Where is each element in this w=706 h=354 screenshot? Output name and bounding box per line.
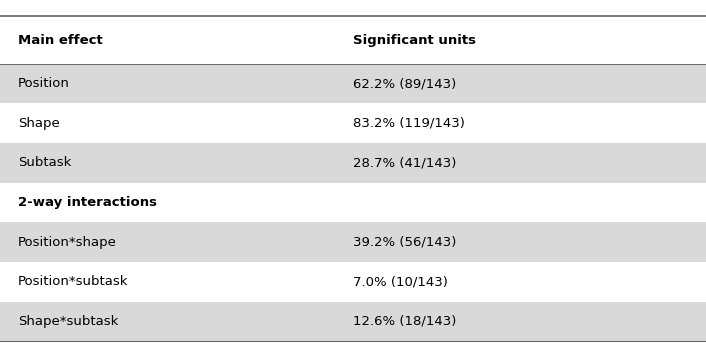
Bar	[0, 222, 706, 262]
Text: Shape*subtask: Shape*subtask	[18, 315, 118, 328]
Text: 62.2% (89/143): 62.2% (89/143)	[353, 77, 456, 90]
Bar	[0, 302, 706, 341]
Text: Shape: Shape	[18, 117, 59, 130]
Text: 2-way interactions: 2-way interactions	[18, 196, 157, 209]
Text: 83.2% (119/143): 83.2% (119/143)	[353, 117, 465, 130]
Text: Significant units: Significant units	[353, 34, 476, 47]
Text: Main effect: Main effect	[18, 34, 102, 47]
Text: 12.6% (18/143): 12.6% (18/143)	[353, 315, 456, 328]
Text: Position: Position	[18, 77, 69, 90]
Bar	[0, 143, 706, 183]
Text: Position*shape: Position*shape	[18, 236, 116, 249]
Text: 7.0% (10/143): 7.0% (10/143)	[353, 275, 448, 288]
Bar	[0, 64, 706, 103]
Text: 28.7% (41/143): 28.7% (41/143)	[353, 156, 456, 169]
Text: Subtask: Subtask	[18, 156, 71, 169]
Text: 39.2% (56/143): 39.2% (56/143)	[353, 236, 456, 249]
Text: Position*subtask: Position*subtask	[18, 275, 128, 288]
